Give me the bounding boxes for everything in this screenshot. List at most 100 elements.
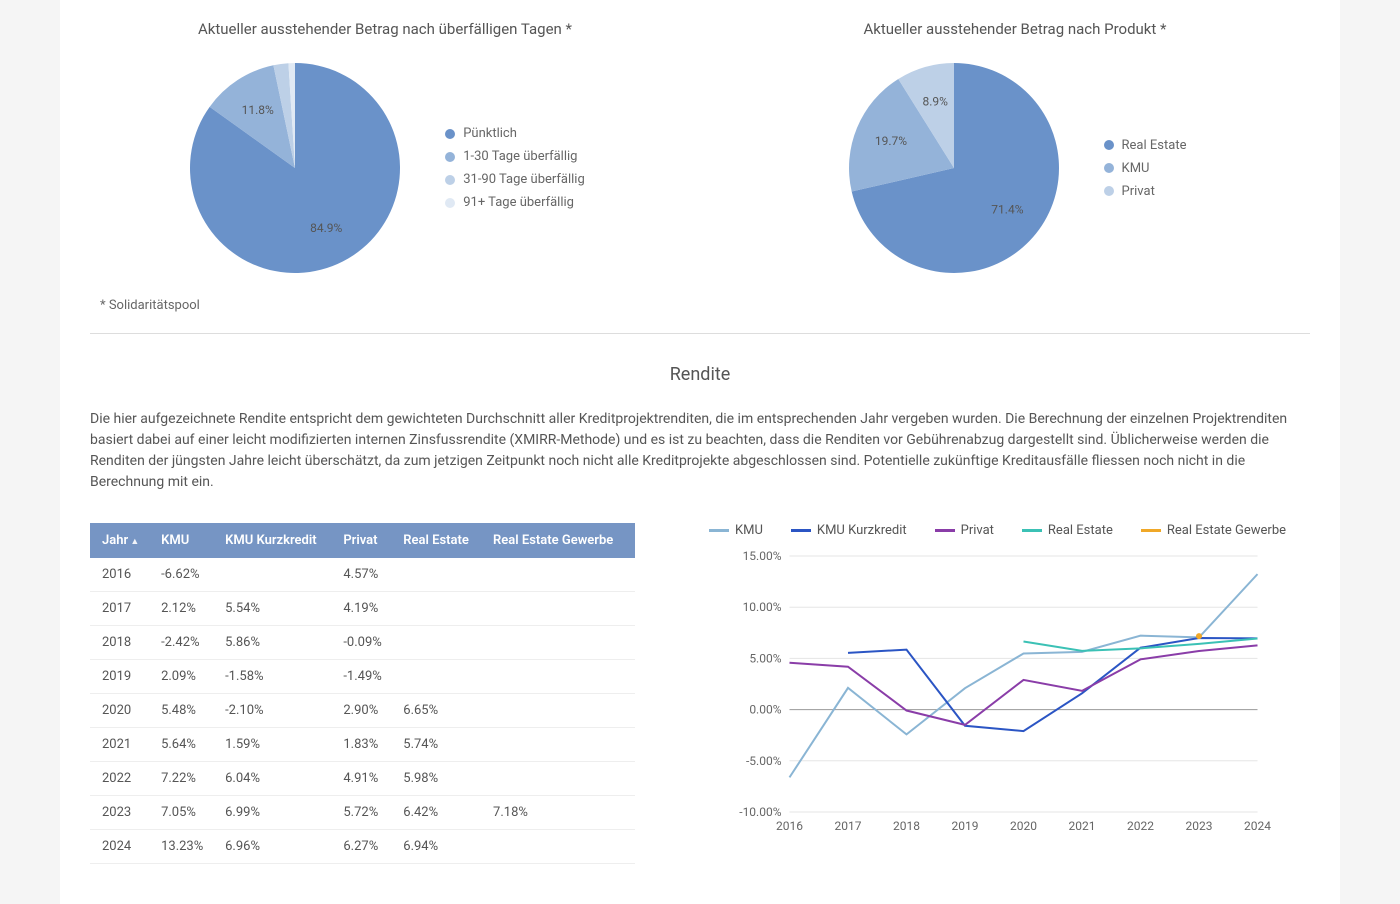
line-legend-swatch xyxy=(709,529,729,532)
divider xyxy=(90,333,1310,334)
legend-swatch xyxy=(445,129,455,139)
x-axis-label: 2017 xyxy=(835,819,862,833)
x-axis-label: 2016 xyxy=(776,819,803,833)
table-cell: 2.09% xyxy=(153,660,217,694)
legend-label: 91+ Tage überfällig xyxy=(463,195,574,210)
table-cell: 2020 xyxy=(90,694,153,728)
table-cell: 1.83% xyxy=(335,728,395,762)
line-legend-item: KMU xyxy=(709,523,763,538)
legend-item: Pünktlich xyxy=(445,126,585,141)
table-cell: 6.94% xyxy=(395,830,485,864)
legend-swatch xyxy=(1104,140,1114,150)
x-axis-label: 2021 xyxy=(1069,819,1096,833)
table-cell: 2.12% xyxy=(153,592,217,626)
table-row: 20205.48%-2.10%2.90%6.65% xyxy=(90,694,635,728)
table-cell: 2016 xyxy=(90,558,153,592)
table-cell: -1.58% xyxy=(217,660,335,694)
section-title: Rendite xyxy=(90,364,1310,385)
table-cell: -1.49% xyxy=(335,660,395,694)
table-cell xyxy=(485,728,635,762)
line-legend-item: Privat xyxy=(935,523,994,538)
table-cell: 1.59% xyxy=(217,728,335,762)
lower-row: Jahr ▲KMUKMU KurzkreditPrivatReal Estate… xyxy=(90,523,1310,864)
table-cell xyxy=(485,762,635,796)
x-axis-label: 2022 xyxy=(1127,819,1154,833)
table-cell xyxy=(395,660,485,694)
table-header-cell[interactable]: Real Estate Gewerbe xyxy=(485,523,635,558)
table-cell xyxy=(395,626,485,660)
slice-label: 8.9% xyxy=(922,95,948,109)
table-cell: 2024 xyxy=(90,830,153,864)
table-cell: 6.65% xyxy=(395,694,485,728)
legend-label: Real Estate xyxy=(1122,138,1187,153)
y-axis-label: -10.00% xyxy=(739,805,781,819)
slice-label: 84.9% xyxy=(310,221,342,235)
legend-item: 1-30 Tage überfällig xyxy=(445,149,585,164)
table-header-cell[interactable]: Real Estate xyxy=(395,523,485,558)
table-cell: 5.74% xyxy=(395,728,485,762)
legend-swatch xyxy=(445,152,455,162)
pie-title: Aktueller ausstehender Betrag nach überf… xyxy=(198,20,572,38)
x-axis-label: 2018 xyxy=(893,819,920,833)
table-row: 20192.09%-1.58%-1.49% xyxy=(90,660,635,694)
table-cell: 5.64% xyxy=(153,728,217,762)
line-legend-swatch xyxy=(935,529,955,532)
table-cell xyxy=(485,660,635,694)
pie-overdue: Aktueller ausstehender Betrag nach überf… xyxy=(90,20,680,278)
table-header-cell[interactable]: KMU xyxy=(153,523,217,558)
table-cell: -2.10% xyxy=(217,694,335,728)
table-cell: 7.22% xyxy=(153,762,217,796)
table-cell: 2018 xyxy=(90,626,153,660)
table-cell: 6.04% xyxy=(217,762,335,796)
slice-label: 71.4% xyxy=(991,203,1023,217)
x-axis-label: 2023 xyxy=(1186,819,1213,833)
table-header-cell[interactable]: Jahr ▲ xyxy=(90,523,153,558)
footnote: * Solidaritätspool xyxy=(100,298,1310,313)
legend-item: Real Estate xyxy=(1104,138,1187,153)
line-legend-label: KMU xyxy=(735,523,763,538)
line-legend-label: Privat xyxy=(961,523,994,538)
legend-label: Pünktlich xyxy=(463,126,517,141)
legend-item: KMU xyxy=(1104,161,1187,176)
table-cell xyxy=(485,830,635,864)
table-cell: 2022 xyxy=(90,762,153,796)
table-cell: 6.42% xyxy=(395,796,485,830)
rendite-description: Die hier aufgezeichnete Rendite entspric… xyxy=(90,409,1310,493)
y-axis-label: -5.00% xyxy=(746,754,782,768)
table-row: 20237.05%6.99%5.72%6.42%7.18% xyxy=(90,796,635,830)
table-cell: 2019 xyxy=(90,660,153,694)
series-point xyxy=(1196,633,1202,639)
table-header-cell[interactable]: Privat xyxy=(335,523,395,558)
slice-label: 11.8% xyxy=(242,103,274,117)
pie-overdue-svg: 84.9% 11.8% xyxy=(185,58,405,278)
table-header-cell[interactable]: KMU Kurzkredit xyxy=(217,523,335,558)
table-cell: 7.18% xyxy=(485,796,635,830)
table-row: 2016-6.62%4.57% xyxy=(90,558,635,592)
legend-swatch xyxy=(1104,163,1114,173)
pie-product-svg: 71.4%19.7%8.9% xyxy=(844,58,1064,278)
table-cell: 2023 xyxy=(90,796,153,830)
table-cell: 4.91% xyxy=(335,762,395,796)
table-cell: 5.98% xyxy=(395,762,485,796)
table-body: 2016-6.62%4.57%20172.12%5.54%4.19%2018-2… xyxy=(90,558,635,864)
legend-swatch xyxy=(445,198,455,208)
table-cell xyxy=(485,558,635,592)
legend-label: KMU xyxy=(1122,161,1150,176)
table-cell xyxy=(485,592,635,626)
pie-row: Aktueller ausstehender Betrag nach überf… xyxy=(90,20,1310,278)
table-cell xyxy=(395,558,485,592)
legend-label: 31-90 Tage überfällig xyxy=(463,172,585,187)
line-legend-swatch xyxy=(1141,529,1161,532)
table-cell: 4.19% xyxy=(335,592,395,626)
table-cell: 4.57% xyxy=(335,558,395,592)
table-cell xyxy=(485,626,635,660)
table-cell: 6.96% xyxy=(217,830,335,864)
table-row: 202413.23%6.96%6.27%6.94% xyxy=(90,830,635,864)
x-axis-label: 2020 xyxy=(1010,819,1037,833)
series-line xyxy=(790,645,1258,724)
legend-item: Privat xyxy=(1104,184,1187,199)
table-cell: 6.27% xyxy=(335,830,395,864)
table-row: 2018-2.42%5.86%-0.09% xyxy=(90,626,635,660)
table-cell: 5.86% xyxy=(217,626,335,660)
pie-title: Aktueller ausstehender Betrag nach Produ… xyxy=(863,20,1166,38)
